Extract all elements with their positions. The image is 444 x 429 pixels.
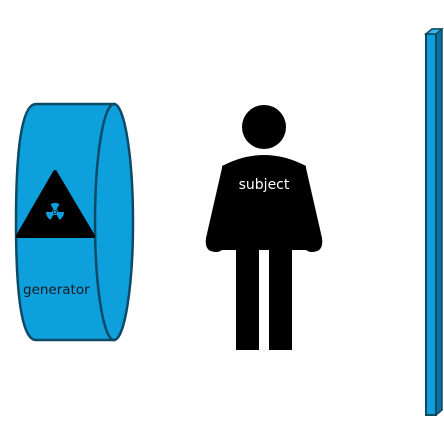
detector-panel <box>423 28 444 416</box>
subject: subject <box>205 105 323 350</box>
generator-face <box>93 102 135 342</box>
generator: generator <box>14 102 135 342</box>
generator-label: generator <box>23 282 90 298</box>
person-icon <box>205 105 323 350</box>
subject-label: subject <box>239 177 290 193</box>
radiation-warning-icon <box>16 170 95 238</box>
